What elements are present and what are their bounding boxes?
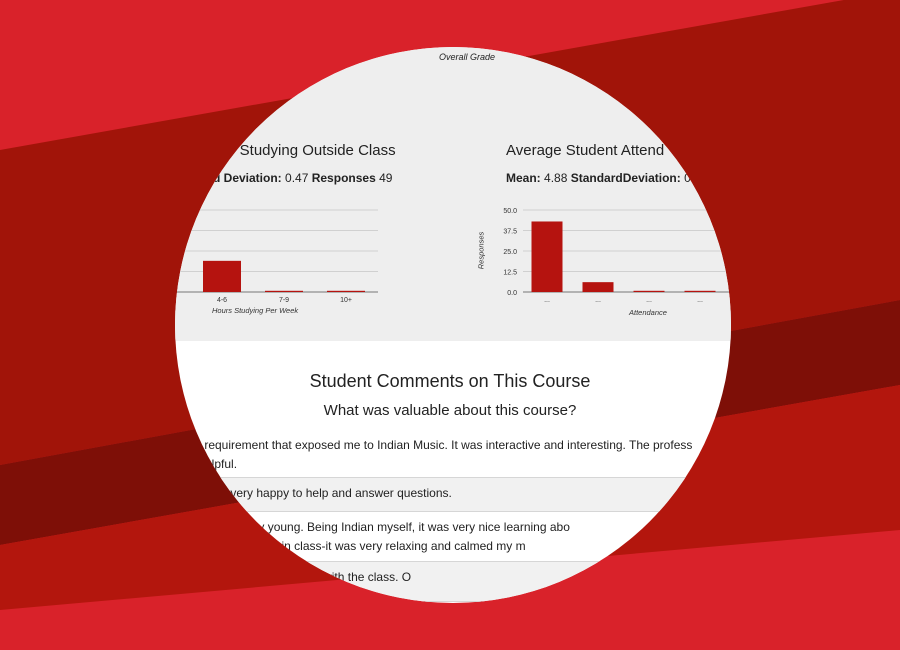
- chart-x-axis-title: Attendance: [629, 308, 667, 317]
- x-tick-label: 7-9: [279, 297, 289, 304]
- comment-row: rning, in this case singing with the cla…: [175, 562, 731, 602]
- comment-line: e and is very happy to help and answer q…: [185, 486, 452, 500]
- chart-stats-attendance: Mean: 4.88 StandardDeviation: 0: [506, 171, 691, 185]
- bar: [684, 290, 716, 292]
- chart-title-studying: y Studying Outside Class: [228, 142, 396, 159]
- comment-line: ng different ragas in class-it was very …: [185, 539, 526, 553]
- stat-value: 4.88: [544, 171, 568, 185]
- bar: [327, 290, 365, 292]
- comment-row: ince I was very young. Being Indian myse…: [175, 512, 731, 562]
- y-tick-label: 37.5: [503, 229, 517, 236]
- bar: [633, 290, 665, 292]
- x-tick-label: ...: [646, 297, 652, 304]
- x-tick-label: ...: [697, 297, 703, 304]
- x-tick-label: 10+: [340, 297, 352, 304]
- comments-question: What was valuable about this course?: [323, 402, 577, 419]
- comment-row: e and is very happy to help and answer q…: [175, 478, 731, 512]
- y-tick-label: 12.5: [503, 270, 517, 277]
- chart-stats-studying: d Deviation: 0.47 Responses 49: [213, 171, 392, 185]
- chart-x-axis-title: Hours Studying Per Week: [212, 306, 299, 315]
- chart-y-axis-title: Responses: [476, 231, 486, 270]
- chart-title-attendance: Average Student Attend: [506, 142, 665, 159]
- x-tick-label: ...: [595, 297, 601, 304]
- comment-line: FC requirement that exposed me to Indian…: [185, 438, 693, 452]
- attendance-chart: 0.0 12.5 25.0 37.5 50.0............: [503, 208, 730, 304]
- stat-label: StandardDeviation:: [570, 171, 681, 185]
- stat-value: 0.47: [285, 171, 309, 185]
- comments-section-title: Student Comments on This Course: [309, 371, 591, 391]
- comment-line: ry helpful.: [185, 457, 238, 471]
- stat-value: 49: [379, 171, 393, 185]
- y-tick-label: 0.0: [507, 290, 517, 297]
- overall-grade-label: Overall Grade: [439, 52, 496, 62]
- comment-row: FC requirement that exposed me to Indian…: [175, 430, 731, 478]
- hours-studying-chart: 4-6 7-9 10+: [175, 209, 378, 304]
- bar: [582, 282, 614, 292]
- stat-value: 0: [684, 171, 691, 185]
- x-tick-label: ...: [544, 297, 550, 304]
- comment-line: ince I was very young. Being Indian myse…: [185, 520, 570, 534]
- bar: [203, 260, 241, 292]
- y-tick-label: 50.0: [503, 208, 517, 215]
- y-tick-label: 25.0: [503, 249, 517, 256]
- comment-line: rning, in this case singing with the cla…: [185, 570, 412, 584]
- magnifier-lens: Overall Grade y Studying Outside Class d…: [175, 47, 731, 603]
- bar: [265, 290, 303, 292]
- stat-label: d Deviation:: [213, 171, 282, 185]
- x-tick-label: 4-6: [217, 297, 227, 304]
- bar: [531, 221, 563, 292]
- stat-label: Mean:: [506, 171, 541, 185]
- stat-label: Responses: [311, 171, 376, 185]
